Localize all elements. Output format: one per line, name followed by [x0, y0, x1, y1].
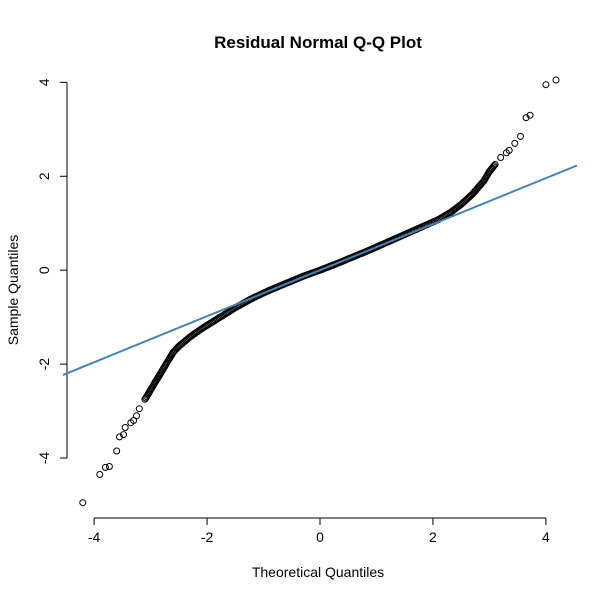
data-point	[542, 81, 550, 89]
data-point	[121, 424, 129, 431]
x-tick-label: -2	[201, 529, 214, 545]
y-tick-label: 0	[36, 266, 52, 274]
data-point	[79, 499, 87, 507]
x-tick-label: -4	[88, 529, 101, 545]
data-point	[105, 463, 113, 470]
x-tick-label: 0	[316, 529, 324, 545]
data-point	[490, 162, 498, 170]
data-point	[511, 139, 519, 147]
x-tick-label: 4	[542, 529, 550, 545]
y-tick-label: -2	[36, 358, 52, 371]
x-axis-label: Theoretical Quantiles	[252, 564, 384, 580]
y-tick-label: 4	[36, 78, 52, 86]
data-point	[497, 154, 505, 161]
data-point	[491, 161, 499, 168]
reference-line	[62, 164, 578, 376]
data-point	[113, 447, 121, 455]
data-point	[505, 146, 513, 154]
axes: -4 -2 0 2 4 -4 -2 0 2 4	[36, 78, 550, 545]
data-point	[133, 412, 140, 420]
chart-title: Residual Normal Q-Q Plot	[214, 33, 422, 52]
data-point	[120, 431, 127, 439]
reference-line-group	[62, 164, 578, 376]
data-points	[79, 76, 560, 507]
data-point	[552, 76, 560, 84]
data-point	[116, 433, 123, 441]
y-tick-label: -4	[36, 452, 52, 465]
data-point	[96, 471, 104, 478]
x-tick-label: 2	[429, 529, 437, 545]
y-axis-label: Sample Quantiles	[5, 235, 21, 346]
y-tick-label: 2	[36, 172, 52, 180]
data-point	[517, 132, 524, 140]
data-point	[135, 405, 143, 413]
data-point	[526, 111, 534, 119]
data-point	[101, 463, 109, 471]
